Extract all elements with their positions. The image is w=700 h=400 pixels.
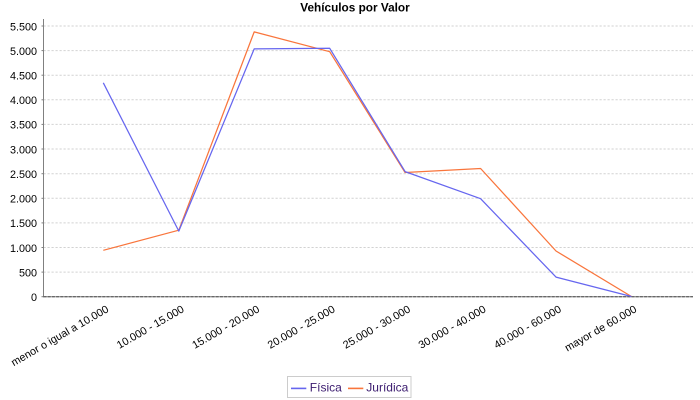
svg-text:Física: Física <box>310 381 342 395</box>
svg-text:3.000: 3.000 <box>10 144 37 156</box>
svg-text:0: 0 <box>31 292 37 304</box>
svg-text:3.500: 3.500 <box>10 120 37 132</box>
svg-text:1.000: 1.000 <box>10 243 37 255</box>
svg-text:2.500: 2.500 <box>10 169 37 181</box>
svg-text:4.500: 4.500 <box>10 71 37 83</box>
svg-text:2.000: 2.000 <box>10 194 37 206</box>
svg-text:Jurídica: Jurídica <box>366 381 408 395</box>
svg-text:5.500: 5.500 <box>10 21 37 33</box>
svg-text:4.000: 4.000 <box>10 95 37 107</box>
svg-text:1.500: 1.500 <box>10 218 37 230</box>
svg-text:5.000: 5.000 <box>10 46 37 58</box>
svg-text:500: 500 <box>19 267 37 279</box>
svg-text:Vehículos por Valor: Vehículos por Valor <box>300 1 410 15</box>
